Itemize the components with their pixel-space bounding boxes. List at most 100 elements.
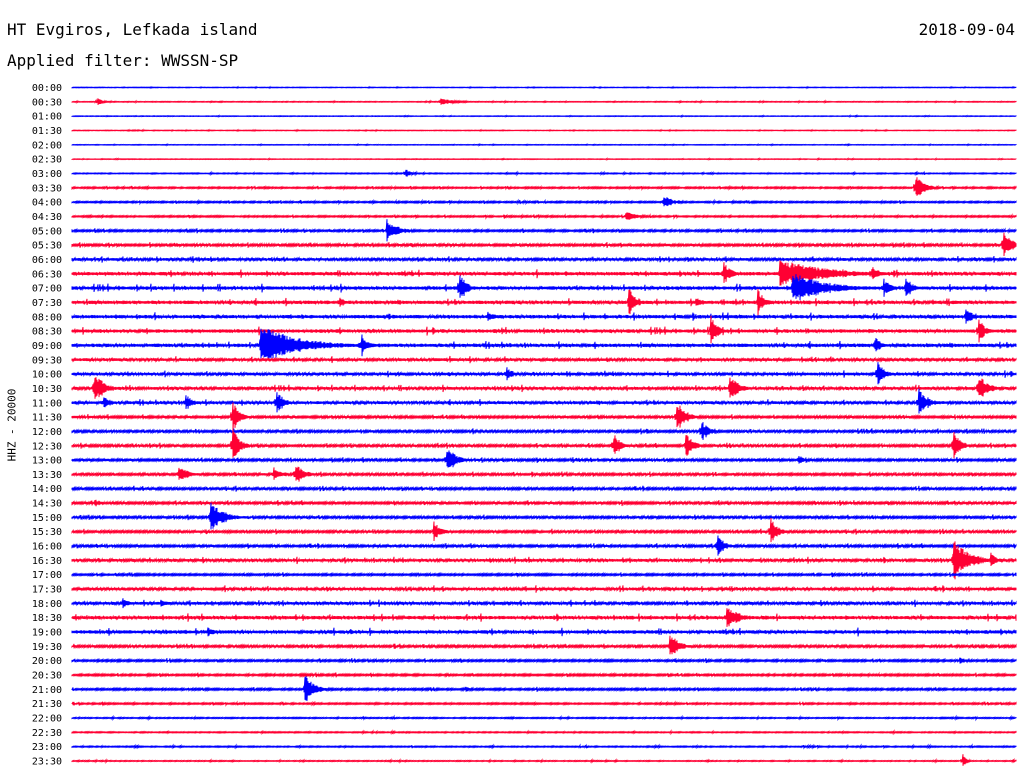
trace-row [71,328,1017,361]
row-time-label: 10:30 [32,384,62,395]
row-time-label: 02:00 [32,140,62,151]
row-time-label: 16:00 [32,542,62,553]
trace-row [71,402,1017,432]
row-time-label: 18:30 [32,613,62,624]
row-time-label: 23:00 [32,742,62,753]
row-time-label: 13:30 [32,470,62,481]
row-time-label: 23:30 [32,757,62,768]
trace-row [71,260,1017,286]
row-time-label: 19:30 [32,642,62,653]
trace-row [71,676,1017,701]
row-time-label: 12:30 [32,441,62,452]
row-time-label: 09:30 [32,355,62,366]
trace-row [71,499,1017,507]
trace-row [71,598,1017,609]
date-label: 2018-09-04 [918,20,1015,39]
trace-row [71,114,1017,119]
trace-row [71,157,1017,162]
trace-row [71,518,1017,543]
row-time-label: 21:30 [32,699,62,710]
row-time-label: 07:00 [32,284,62,295]
trace-row [71,671,1017,679]
trace-row [71,388,1017,414]
row-time-label: 04:00 [32,198,62,209]
row-time-label: 03:30 [32,183,62,194]
trace-row [71,169,1017,177]
row-time-label: 08:30 [32,327,62,338]
row-time-label: 11:00 [32,398,62,409]
row-time-label: 08:00 [32,312,62,323]
trace-row [71,355,1017,364]
trace-row [71,714,1017,722]
trace-row [71,377,1017,399]
trace-row [71,422,1017,440]
row-time-label: 02:30 [32,155,62,166]
trace-row [71,535,1017,556]
row-time-label: 11:30 [32,413,62,424]
row-time-label: 10:00 [32,370,62,381]
trace-row [71,754,1017,766]
trace-row [71,502,1017,530]
row-time-label: 19:00 [32,628,62,639]
row-time-label: 04:30 [32,212,62,223]
trace-row [71,466,1017,482]
row-time-label: 14:00 [32,484,62,495]
trace-row [71,571,1017,579]
trace-row [71,635,1017,655]
trace-row [71,700,1017,707]
trace-row [71,128,1017,133]
row-time-label: 06:00 [32,255,62,266]
row-time-label: 20:00 [32,656,62,667]
trace-row [71,541,1017,580]
row-time-label: 22:30 [32,728,62,739]
trace-row [71,743,1017,750]
trace-row [71,585,1017,593]
filter-label: Applied filter: WWSSN-SP [7,51,239,70]
trace-row [71,232,1017,257]
trace-row [71,274,1017,301]
trace-row [71,485,1017,492]
trace-row [71,729,1017,736]
station-title: HT Evgiros, Lefkada island [7,20,258,39]
row-time-label: 03:00 [32,169,62,180]
row-time-label: 15:00 [32,513,62,524]
row-time-label: 21:00 [32,685,62,696]
trace-row [71,608,1017,627]
row-time-label: 00:00 [32,83,62,94]
trace-row [71,98,1017,105]
row-time-label: 20:30 [32,671,62,682]
row-time-label: 12:00 [32,427,62,438]
trace-row [71,627,1017,637]
trace-row [71,85,1017,90]
row-time-label: 13:00 [32,456,62,467]
trace-row [71,255,1017,263]
row-time-label: 15:30 [32,527,62,538]
row-time-label: 07:30 [32,298,62,309]
trace-row [71,288,1017,316]
trace-row [71,197,1017,207]
trace-row [71,177,1017,196]
row-time-label: 01:00 [32,112,62,123]
trace-row [71,212,1017,220]
trace-row [71,450,1017,468]
row-time-label: 01:30 [32,126,62,137]
trace-row [71,219,1017,242]
row-time-label: 05:30 [32,241,62,252]
tick-labels: 00:00 00:30 01:00 01:30 02:00 02:30 03:00 03:30… [32,83,62,768]
row-time-label: 05:00 [32,226,62,237]
row-time-label: 09:00 [32,341,62,352]
row-time-label: 18:00 [32,599,62,610]
row-time-label: 14:30 [32,499,62,510]
trace-row [71,309,1017,324]
row-time-label: 00:30 [32,97,62,108]
row-time-label: 17:00 [32,570,62,581]
traces [71,85,1017,766]
trace-row [71,657,1017,664]
row-time-label: 17:30 [32,585,62,596]
trace-row [71,315,1017,344]
row-time-label: 16:30 [32,556,62,567]
trace-row [71,142,1017,147]
trace-row [71,429,1017,459]
row-time-label: 22:00 [32,714,62,725]
